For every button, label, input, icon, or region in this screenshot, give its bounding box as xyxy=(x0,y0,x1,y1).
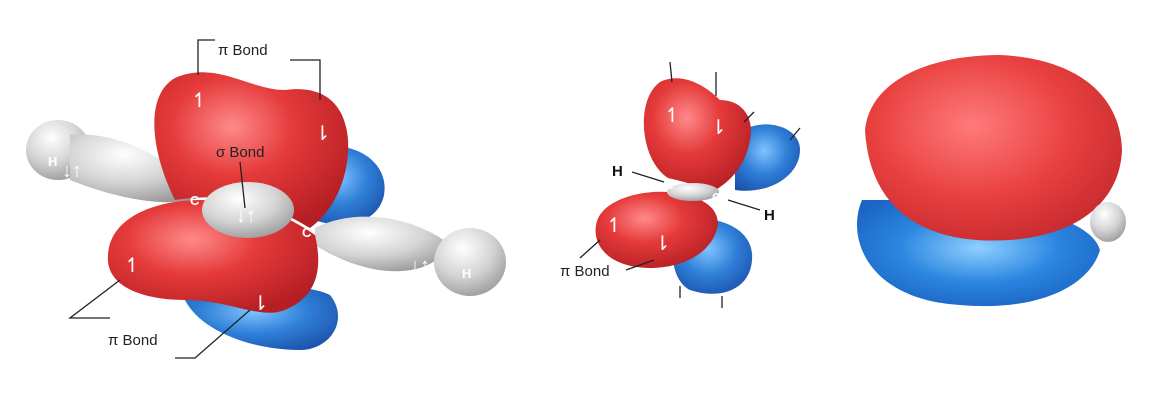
pi-bond-label-middle: π Bond xyxy=(560,263,610,280)
spin-arrow-down-bottom: ⇂ xyxy=(252,293,269,315)
spin-arrow-down-top: ⇂ xyxy=(314,123,331,145)
hydrogen-label-mid-left: H xyxy=(612,163,623,180)
spin-arrow-mid-top-up: ↿ xyxy=(664,105,681,127)
middle-molecule xyxy=(595,78,800,294)
pi-lobe-red-upper xyxy=(154,72,349,228)
spin-arrow-mid-top-down: ⇂ xyxy=(710,117,727,139)
sigma-lobe-right xyxy=(315,216,450,272)
sigma-bond-label: σ Bond xyxy=(216,144,264,161)
pi-bond-label-top: π Bond xyxy=(218,42,268,59)
spin-pair-center: ↓↑ xyxy=(236,205,256,227)
pi-cloud-red xyxy=(865,55,1122,241)
pi-lobe-red-bottom xyxy=(595,191,718,268)
hydrogen-label-left: H xyxy=(48,154,57,169)
pi-lobe-blue-back xyxy=(735,124,800,191)
sigma-lobe-center xyxy=(202,182,294,238)
spin-arrow-mid-bottom-down: ⇂ xyxy=(654,233,671,255)
carbon-label-left: C xyxy=(190,193,200,208)
hydrogen-label-mid-right: H xyxy=(764,207,775,224)
spin-arrow-up-top: ↿ xyxy=(191,90,208,112)
left-molecule xyxy=(26,72,506,350)
spin-arrow-mid-bottom-up: ↿ xyxy=(606,215,623,237)
sigma-lobe-middle xyxy=(667,183,719,201)
hydrogen-label-right: H xyxy=(462,266,471,281)
carbon-label-mid-left: C xyxy=(664,177,674,192)
hydrogen-sphere-edge xyxy=(1090,202,1126,242)
carbon-label-right: C xyxy=(302,225,312,240)
pi-bond-label-bottom: π Bond xyxy=(108,332,158,349)
pi-lobe-red-top xyxy=(643,78,751,192)
spin-pair-right-hydrogen: ↓↑ xyxy=(410,255,430,277)
spin-arrow-up-bottom: ↿ xyxy=(124,255,141,277)
spin-pair-left-hydrogen: ↓↑ xyxy=(62,160,82,182)
hydrogen-sphere-right xyxy=(434,228,506,296)
right-molecule xyxy=(857,55,1126,307)
left-labels: π Bond σ Bond π Bond C C H H ↿ ⇂ ↿ ⇂ ↓↑ … xyxy=(48,39,471,359)
carbon-label-mid-right: C xyxy=(712,190,722,205)
middle-labels: H H C C ↿ ⇂ ↿ ⇂ π Bond xyxy=(560,61,801,308)
